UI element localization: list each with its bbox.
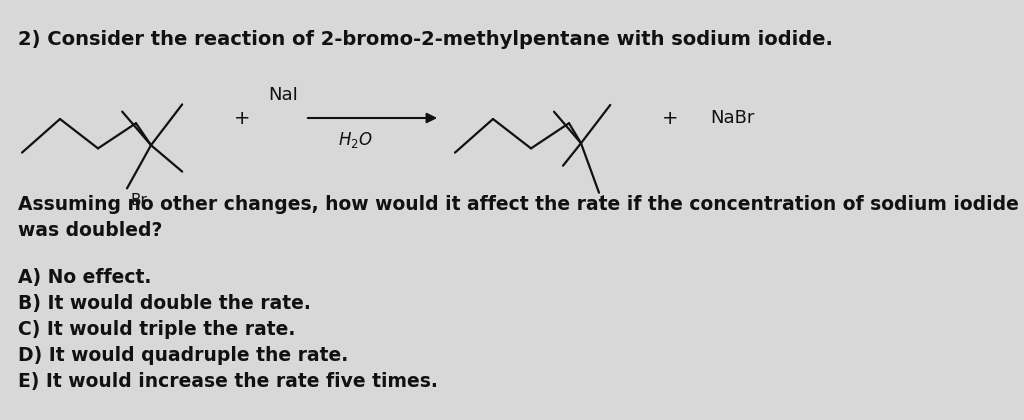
Text: E) It would increase the rate five times.: E) It would increase the rate five times… — [18, 372, 438, 391]
Text: 2) Consider the reaction of 2-bromo-2-methylpentane with sodium iodide.: 2) Consider the reaction of 2-bromo-2-me… — [18, 30, 833, 49]
Text: NaBr: NaBr — [710, 109, 755, 127]
Text: +: + — [662, 108, 678, 128]
Text: A) No effect.: A) No effect. — [18, 268, 152, 287]
Text: Br: Br — [130, 193, 146, 208]
Text: $H_2O$: $H_2O$ — [338, 130, 373, 150]
Text: +: + — [233, 108, 250, 128]
Text: NaI: NaI — [268, 86, 298, 104]
Text: B) It would double the rate.: B) It would double the rate. — [18, 294, 311, 313]
Text: Assuming no other changes, how would it affect the rate if the concentration of : Assuming no other changes, how would it … — [18, 195, 1019, 241]
Text: D) It would quadruple the rate.: D) It would quadruple the rate. — [18, 346, 348, 365]
Text: I: I — [601, 195, 605, 210]
Text: C) It would triple the rate.: C) It would triple the rate. — [18, 320, 295, 339]
